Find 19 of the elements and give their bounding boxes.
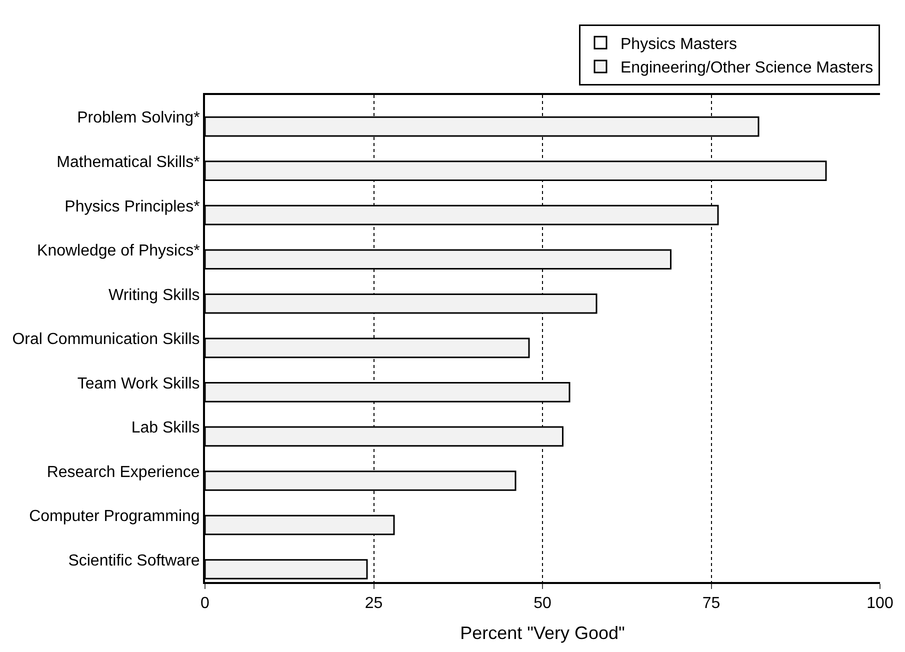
x-tick-label: 50: [534, 595, 552, 612]
y-tick-label: Writing Skills: [108, 286, 200, 304]
x-tick-label: 25: [364, 595, 383, 612]
y-tick-label: Team Work Skills: [77, 375, 200, 392]
y-tick-label: Oral Communication Skills: [12, 331, 200, 348]
x-tick-label: 100: [866, 595, 894, 612]
y-tick-label: Problem Solving*: [77, 110, 200, 127]
x-tick-label: 75: [702, 595, 720, 612]
legend-label: Engineering/Other Science Masters: [620, 60, 874, 77]
y-tick-label: Scientific Software: [68, 552, 200, 570]
x-axis-title: Percent "Very Good": [460, 622, 625, 643]
y-tick-label: Knowledge of Physics*: [37, 242, 200, 260]
legend-label: Physics Masters: [620, 36, 737, 53]
x-tick-label: 0: [200, 595, 210, 612]
y-tick-label: Research Experience: [46, 464, 200, 481]
y-tick-label: Computer Programming: [29, 508, 200, 526]
y-tick-label: Lab Skills: [131, 420, 200, 437]
y-tick-label: Physics Principles*: [64, 198, 200, 216]
y-tick-label: Mathematical Skills*: [56, 154, 200, 172]
